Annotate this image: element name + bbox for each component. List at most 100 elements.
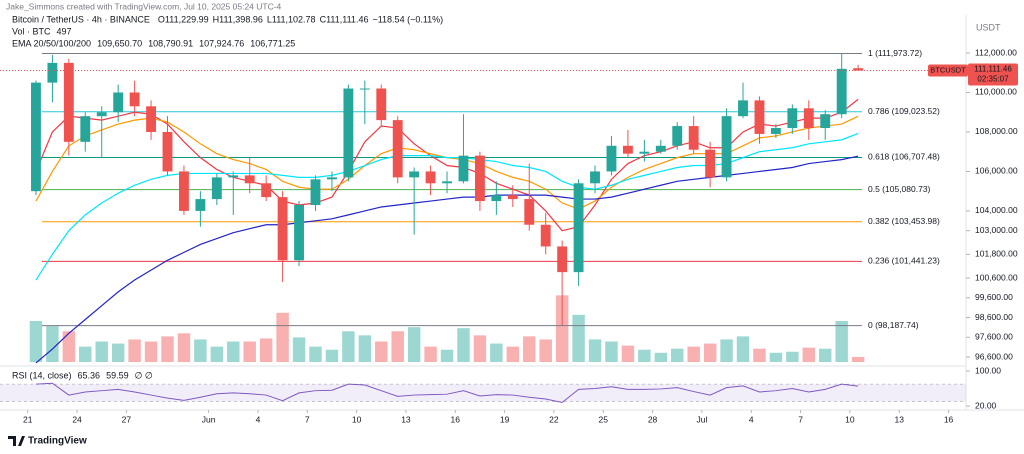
volume-bar: [555, 295, 569, 362]
x-tick-label: 7: [305, 414, 310, 424]
candle-body: [261, 183, 272, 198]
candle-body: [294, 205, 304, 261]
volume-bar: [177, 333, 191, 362]
volume-bar: [523, 336, 536, 362]
volume-bar: [375, 341, 388, 362]
symbol-tag-text: BTCUSDT: [930, 66, 966, 75]
y-tick-label: 97,600.00: [975, 332, 1013, 342]
x-tick-label: 25: [599, 414, 609, 424]
candle-body: [524, 199, 535, 225]
volume-bar: [276, 312, 289, 362]
fib-label: 0.382 (103,453.98): [868, 216, 940, 226]
y-tick-label: 104,000.00: [975, 205, 1018, 215]
x-tick-label: 16: [944, 414, 954, 424]
candle-body: [211, 177, 222, 200]
fib-label: 0.786 (109,023.52): [868, 106, 940, 116]
fib-label: 0 (98,187.74): [868, 320, 919, 330]
legend-text: EMA 20/50/100/200: [12, 38, 91, 48]
volume-bar: [210, 346, 224, 362]
rsi-y-tick-label: 100.00: [975, 365, 1001, 375]
volume-bar: [29, 321, 43, 362]
fib-label: 0.618 (106,707.48): [868, 152, 940, 162]
y-tick-label: 103,000.00: [975, 225, 1018, 235]
candle-body: [31, 82, 41, 192]
volume-bar: [259, 338, 273, 362]
rsi-y-tick-label: 20.00: [975, 400, 997, 410]
volume-bar: [753, 348, 766, 362]
candle-body: [244, 175, 255, 184]
credit: Jake_Simmons created with TradingView.co…: [6, 1, 282, 11]
y-tick-label: 96,600.00: [975, 351, 1013, 361]
candle-body: [540, 224, 551, 247]
volume-bar: [342, 331, 355, 362]
legend-text: 111,398.96: [219, 14, 263, 24]
volume-bar: [457, 328, 470, 362]
candle-body: [63, 62, 74, 142]
candle-body: [195, 199, 206, 211]
candle-body: [754, 100, 765, 134]
candle-body: [228, 175, 239, 178]
x-tick-label: Jun: [202, 414, 216, 424]
x-tick-label: 21: [23, 414, 33, 424]
candle-body: [146, 106, 156, 132]
legend-text: 109,650.70: [97, 38, 142, 48]
legend-text: −118.54 (−0.11%): [372, 14, 443, 24]
candle-body: [359, 88, 370, 90]
volume-bar: [769, 352, 783, 362]
legend-text: 107,924.76: [199, 38, 244, 48]
candle-body: [47, 62, 58, 83]
volume-bar: [605, 341, 618, 362]
rsi-line: [35, 382, 859, 404]
candle-body: [96, 112, 107, 117]
candle-body: [820, 114, 831, 129]
candle-body: [705, 149, 716, 178]
volume-bar: [786, 351, 799, 362]
volume-bar: [440, 349, 454, 362]
candle-body: [162, 131, 173, 172]
candle-body: [113, 92, 124, 113]
volume-bar: [309, 346, 322, 362]
candle-body: [573, 183, 584, 273]
candle-body: [606, 145, 617, 172]
candle-body: [277, 197, 288, 261]
x-tick-label: 10: [352, 414, 362, 424]
symbol-tag: [928, 64, 968, 77]
legend-text: O: [158, 14, 165, 24]
candle-body: [738, 100, 748, 117]
legend-text: ∅ ∅: [135, 370, 153, 380]
volume-bar: [720, 339, 733, 362]
volume-bar: [358, 335, 372, 362]
volume-bar: [391, 331, 404, 362]
legend-text: C: [320, 14, 327, 24]
volume-bar: [851, 356, 865, 362]
y-tick-label: 112,000.00: [975, 47, 1017, 57]
candle-body: [672, 126, 683, 146]
legend-text: Bitcoin / TetherUS · 4h · BINANCE: [12, 14, 150, 24]
volume-bar: [128, 339, 141, 362]
candle-body: [343, 88, 354, 178]
ema-line: [35, 155, 859, 364]
currency: USDT: [976, 22, 1001, 32]
y-tick-label: 108,000.00: [975, 126, 1018, 136]
volume-bar: [819, 348, 832, 362]
volume-bar: [227, 341, 240, 362]
volume-bar: [736, 336, 750, 362]
volume-bar: [638, 349, 651, 362]
volume-bar: [621, 345, 635, 362]
legend-text: Vol · BTC: [12, 26, 51, 36]
rsi-band: [0, 384, 966, 402]
candle-body: [655, 145, 666, 152]
volume-bar: [802, 347, 816, 362]
volume-bar: [325, 349, 339, 362]
volume-bar: [572, 314, 585, 362]
volume-bar: [144, 341, 158, 362]
x-tick-label: 24: [72, 414, 82, 424]
price-tag: [968, 63, 1018, 86]
x-tick-label: 28: [648, 414, 658, 424]
y-tick-label: 98,600.00: [975, 312, 1013, 322]
volume-bar: [46, 326, 59, 362]
legend-text: 111,111.46: [326, 14, 368, 24]
volume-bar: [473, 335, 487, 362]
volume-bar: [539, 339, 552, 362]
